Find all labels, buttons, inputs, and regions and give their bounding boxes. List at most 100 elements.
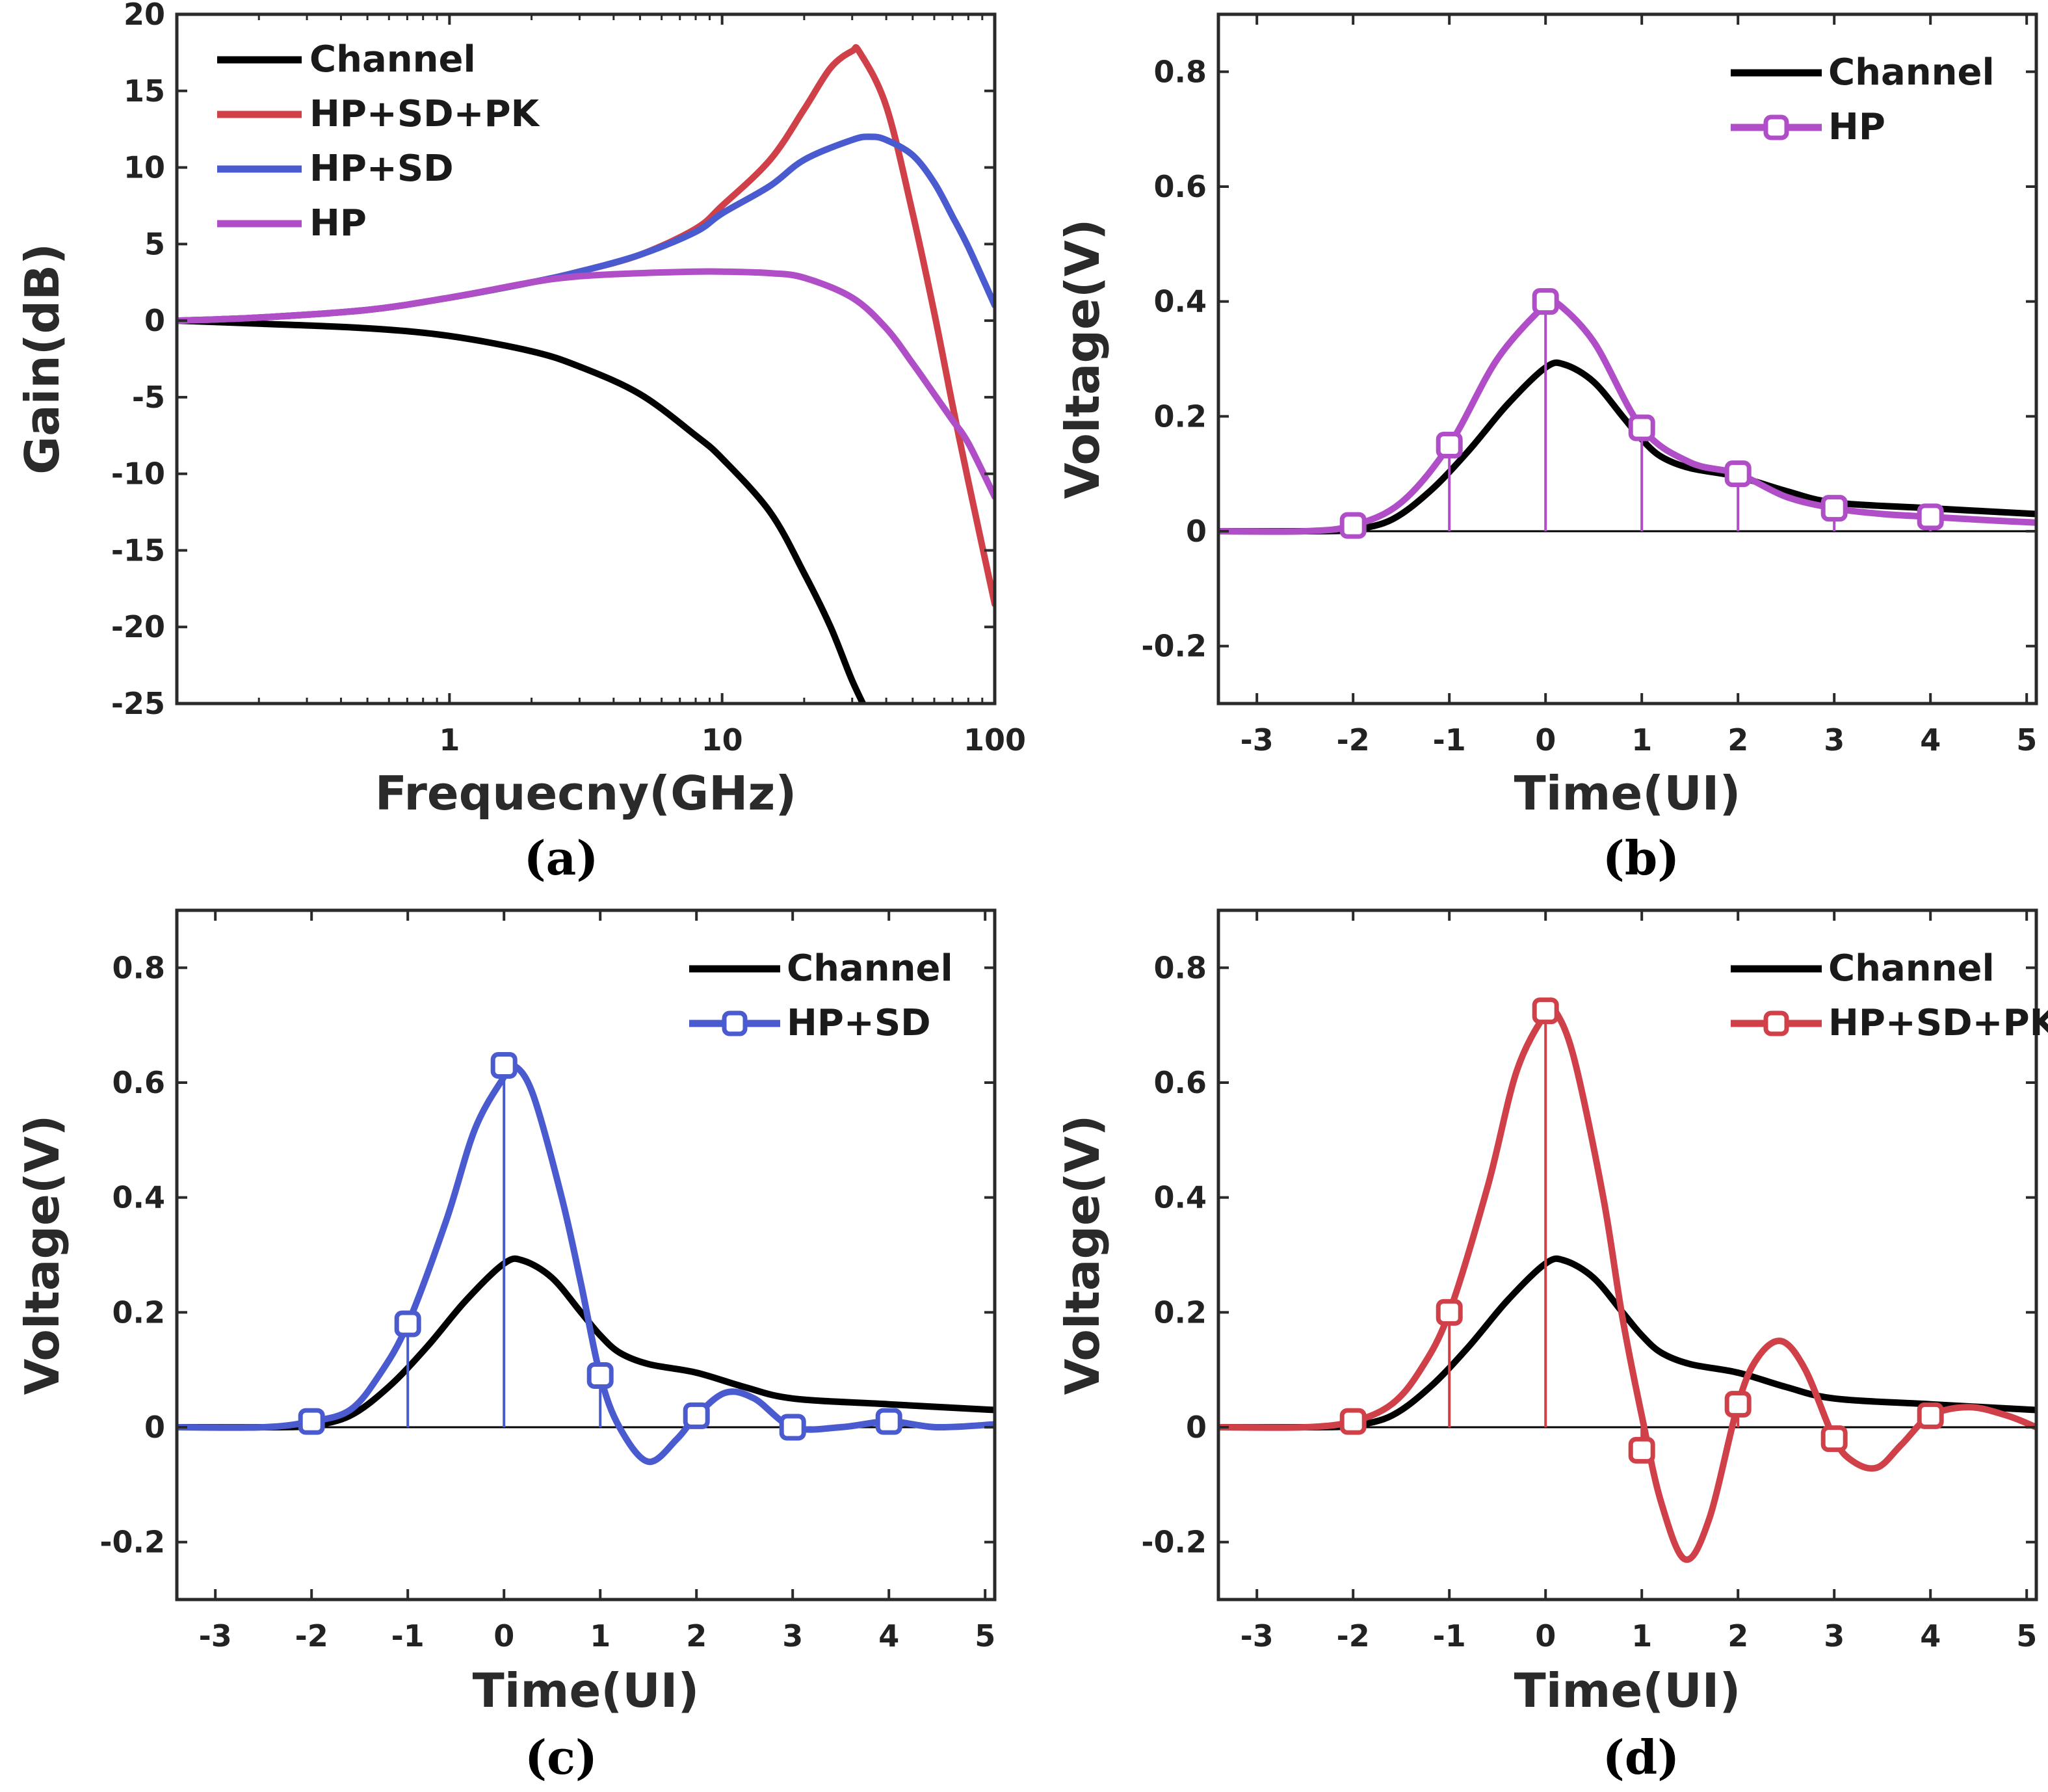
- legend: Channel HP: [1731, 51, 1995, 148]
- sample-marker: [490, 1052, 518, 1079]
- x-tick-label: 2: [686, 1618, 707, 1654]
- y-tick-label: 15: [124, 73, 165, 109]
- sample-marker: [298, 1408, 325, 1435]
- chart-panel-3: 0.8 0.6 0.4 0.2 0 -0.2 -3 -2 -1 0 1 2 3 4 5 Time(UI) Vol…: [1055, 908, 2048, 1785]
- plot-area: [1218, 997, 2036, 1563]
- panel-label: (d): [1603, 1730, 1679, 1785]
- plot-area: [1218, 288, 2036, 539]
- y-tick-label: 0: [144, 1410, 165, 1445]
- sample-marker: [1628, 414, 1655, 441]
- sample-marker: [1339, 512, 1367, 539]
- sample-marker: [1532, 997, 1559, 1025]
- x-tick-label: 1: [590, 1618, 610, 1654]
- axes-frame: [1216, 12, 2038, 705]
- panel-label: (b): [1603, 830, 1679, 886]
- x-tick-label: -2: [295, 1618, 328, 1654]
- series-line-1: [1218, 1002, 2036, 1563]
- x-tick-label: 4: [1920, 722, 1941, 758]
- legend-entry: Channel: [309, 38, 476, 81]
- x-tick-label: 3: [782, 1618, 803, 1654]
- chart-panel-0: 20 15 10 5 0 -5 -10 -15 -20 -25 1 10 100 Frequecny(GH…: [15, 0, 1026, 886]
- series-line-2: [177, 133, 995, 324]
- x-tick-label: 3: [1824, 722, 1845, 758]
- panel-label: (c): [525, 1730, 597, 1785]
- x-tick-label: -1: [1433, 722, 1466, 758]
- y-tick-label: 5: [144, 226, 165, 261]
- legend-marker: [1763, 1010, 1789, 1036]
- y-axis-label: Voltage(V): [1055, 1115, 1110, 1395]
- x-axis-label: Frequecny(GHz): [375, 766, 797, 821]
- legend-entry: Channel: [1828, 947, 1995, 990]
- y-tick-label: 0.2: [1154, 399, 1207, 434]
- sample-marker: [1339, 1408, 1367, 1435]
- series-line-1: [1218, 293, 2036, 535]
- x-axis-label: Time(UI): [1514, 766, 1741, 821]
- chart-panel-2: 0.8 0.6 0.4 0.2 0 -0.2 -3 -2 -1 0 1 2 3 4 5 Time(UI) Vol…: [15, 908, 997, 1785]
- y-tick-label: -0.2: [99, 1525, 165, 1560]
- y-tick-label: 0.4: [112, 1180, 166, 1215]
- x-tick-label: 2: [1727, 1618, 1748, 1654]
- y-tick-label: 20: [124, 0, 165, 32]
- y-tick-label: -25: [111, 686, 165, 721]
- x-tick-label: 3: [1824, 1618, 1845, 1654]
- sample-marker: [586, 1362, 614, 1389]
- x-tick-label: 5: [2016, 1618, 2037, 1654]
- chart-panel-1: 0.8 0.6 0.4 0.2 0 -0.2 -3 -2 -1 0 1 2 3 4 5 Time(UI) Vol…: [1055, 12, 2038, 886]
- x-tick-label: 0: [493, 1618, 514, 1654]
- sample-marker: [1436, 1298, 1463, 1326]
- x-tick-label: 2: [1727, 722, 1748, 758]
- axes-frame: [175, 12, 997, 705]
- legend-entry: Channel: [787, 947, 953, 990]
- y-tick-label: -20: [111, 609, 165, 644]
- y-tick-label: -10: [111, 456, 165, 492]
- sample-marker: [1820, 1425, 1848, 1453]
- y-tick-label: -0.2: [1141, 1525, 1207, 1560]
- x-tick-label: 5: [2016, 722, 2037, 758]
- y-tick-label: -15: [111, 533, 165, 568]
- x-tick-label: -2: [1337, 1618, 1370, 1654]
- sample-marker: [875, 1408, 902, 1435]
- x-tick-label: -3: [199, 1618, 232, 1654]
- legend-entry: HP+SD+PK: [1828, 1002, 2048, 1044]
- y-tick-label: 0.8: [112, 950, 166, 985]
- sample-marker: [1724, 460, 1752, 488]
- sample-marker: [1724, 1391, 1752, 1418]
- legend-entry: HP+SD: [787, 1002, 931, 1044]
- x-tick-label: 0: [1535, 1618, 1556, 1654]
- x-tick-label: 5: [975, 1618, 995, 1654]
- y-tick-label: 0.6: [1154, 1065, 1207, 1100]
- legend-entry: HP: [309, 202, 367, 244]
- panel-label: (a): [524, 830, 599, 886]
- x-tick-label: 1: [1631, 722, 1652, 758]
- sample-marker: [683, 1402, 710, 1429]
- legend-entry: HP+SD: [309, 148, 454, 190]
- y-tick-label: 0: [1186, 1410, 1207, 1445]
- y-tick-label: 0.2: [112, 1295, 166, 1330]
- x-tick-label: 4: [878, 1618, 899, 1654]
- sample-marker: [1917, 503, 1944, 531]
- series-line-0: [177, 1255, 995, 1431]
- x-tick-label: 1: [439, 722, 460, 758]
- series-line-0: [1218, 359, 2036, 535]
- x-tick-label: -3: [1241, 1618, 1274, 1654]
- sample-marker: [1820, 495, 1848, 522]
- plot-area: [177, 1052, 995, 1466]
- y-tick-label: 0.4: [1154, 1180, 1207, 1215]
- y-tick-label: 0: [144, 303, 165, 338]
- y-tick-label: -0.2: [1141, 629, 1207, 664]
- x-tick-label: -3: [1241, 722, 1274, 758]
- y-tick-label: 10: [124, 150, 165, 185]
- y-tick-label: 0.8: [1154, 54, 1207, 89]
- x-axis-label: Time(UI): [1514, 1663, 1741, 1718]
- y-tick-label: 0.6: [112, 1065, 166, 1100]
- x-tick-label: -1: [1433, 1618, 1466, 1654]
- x-tick-label: -2: [1337, 722, 1370, 758]
- axes-frame: [1216, 908, 2038, 1601]
- series-line-3: [177, 268, 995, 500]
- x-tick-label: -1: [391, 1618, 425, 1654]
- sample-marker: [1532, 288, 1559, 315]
- y-tick-label: 0: [1186, 514, 1207, 549]
- plot-area: [177, 44, 995, 704]
- x-tick-label: 4: [1920, 1618, 1941, 1654]
- y-tick-label: 0.6: [1154, 169, 1207, 204]
